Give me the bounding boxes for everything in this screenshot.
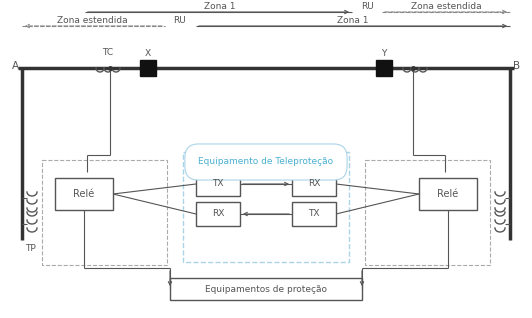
- Text: RU: RU: [173, 16, 186, 25]
- Text: TC: TC: [103, 48, 113, 57]
- Text: RX: RX: [212, 210, 224, 218]
- Text: A: A: [12, 61, 19, 71]
- Bar: [55, 178, 113, 210]
- Text: TP: TP: [24, 244, 35, 253]
- Bar: [365, 160, 490, 265]
- Bar: [42, 160, 167, 265]
- Text: RX: RX: [308, 179, 320, 189]
- Text: Equipamento de Teleproteção: Equipamento de Teleproteção: [198, 157, 334, 167]
- Text: TX: TX: [308, 210, 320, 218]
- Text: Y: Y: [381, 49, 387, 58]
- Text: Equipamentos de proteção: Equipamentos de proteção: [205, 285, 327, 294]
- Text: Zona 1: Zona 1: [337, 16, 369, 25]
- Text: Zona estendida: Zona estendida: [411, 2, 481, 11]
- Bar: [292, 172, 336, 196]
- Text: X: X: [145, 49, 151, 58]
- Text: TX: TX: [212, 179, 224, 189]
- Text: Zona 1: Zona 1: [204, 2, 236, 11]
- Bar: [196, 172, 240, 196]
- Text: RU: RU: [362, 2, 375, 11]
- Bar: [419, 178, 477, 210]
- Text: Relé: Relé: [73, 189, 95, 199]
- Bar: [292, 202, 336, 226]
- Text: Zona estendida: Zona estendida: [57, 16, 127, 25]
- Bar: [140, 60, 156, 76]
- Bar: [376, 60, 392, 76]
- Bar: [183, 152, 349, 262]
- Text: B: B: [513, 61, 520, 71]
- Bar: [170, 278, 362, 300]
- Text: Relé: Relé: [437, 189, 459, 199]
- Bar: [196, 202, 240, 226]
